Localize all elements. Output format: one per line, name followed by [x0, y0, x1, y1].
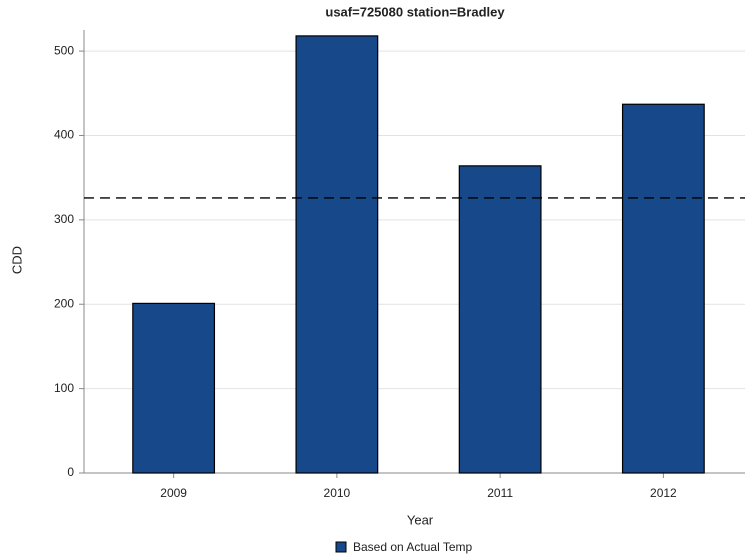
bar — [621, 103, 705, 474]
legend-swatch — [335, 541, 347, 553]
x-tick-label: 2009 — [160, 486, 187, 500]
y-tick-label: 100 — [54, 381, 74, 395]
y-tick-label: 500 — [54, 43, 74, 57]
y-tick-label: 300 — [54, 212, 74, 226]
bar — [458, 165, 542, 474]
x-tick-label: 2010 — [324, 486, 351, 500]
y-axis-label: CDD — [9, 246, 24, 274]
bar — [295, 35, 379, 474]
y-tick-label: 400 — [54, 128, 74, 142]
x-tick-label: 2012 — [650, 486, 677, 500]
y-tick-label: 200 — [54, 296, 74, 310]
x-tick-label: 2011 — [487, 486, 513, 500]
chart-title: usaf=725080 station=Bradley — [325, 4, 505, 19]
bar — [132, 302, 216, 474]
x-axis-label: Year — [407, 512, 434, 527]
y-tick-label: 0 — [67, 465, 74, 479]
legend-label: Based on Actual Temp — [353, 540, 473, 554]
